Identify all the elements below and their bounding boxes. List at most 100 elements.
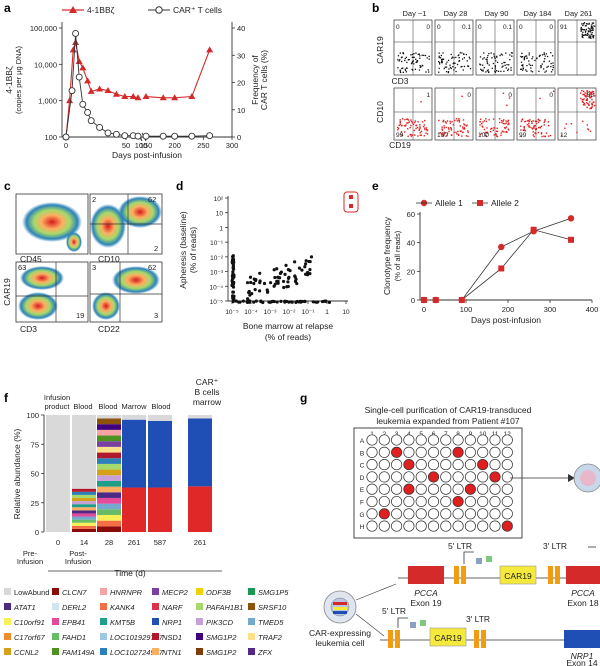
b-top-dot xyxy=(453,57,455,59)
d-point xyxy=(231,255,235,259)
a-xtick-label: 300 xyxy=(226,141,239,150)
d-point xyxy=(281,279,286,284)
b-top-dot xyxy=(462,69,464,71)
b-top-dot xyxy=(447,70,450,73)
f-legend-label: SMG1P2 xyxy=(206,633,237,642)
b-top-dot xyxy=(447,71,450,74)
g-well xyxy=(427,495,440,508)
f-legend-label: NSD1 xyxy=(162,633,182,642)
g-well xyxy=(378,446,390,458)
d-xlabel-1: Bone marrow at relapse xyxy=(243,321,334,331)
b-bottom-dot xyxy=(458,121,461,123)
g-well xyxy=(452,520,464,532)
b-top-dot xyxy=(468,56,471,58)
g-well xyxy=(391,434,403,446)
g-c1-5ltr: 5′ LTR xyxy=(448,541,472,551)
g-well xyxy=(366,483,378,495)
b-bottom-dot xyxy=(543,124,545,126)
b-top-dot xyxy=(402,52,404,54)
f-bars: 0 14 28 261 587 261 xyxy=(46,415,212,547)
g-well xyxy=(415,459,427,471)
g-well xyxy=(378,520,390,532)
b-top-dot xyxy=(426,57,428,59)
g-well xyxy=(452,495,464,508)
e-xtick-label: 100 xyxy=(460,305,473,314)
g-well xyxy=(403,446,415,458)
b-top-dot xyxy=(402,52,404,55)
f-legend-swatch xyxy=(152,603,159,610)
b-top-dot xyxy=(538,55,541,58)
d-point xyxy=(327,300,332,304)
f-bar-segment xyxy=(97,480,121,487)
b-bottom-dot xyxy=(537,126,540,129)
b-bottom-dot xyxy=(462,119,465,121)
f-bar-segment xyxy=(97,418,121,425)
g-c1-car19 xyxy=(499,565,537,585)
b-top-dot xyxy=(591,26,594,28)
b-bottom-dot xyxy=(448,130,450,133)
b-top-dot xyxy=(419,66,421,69)
a-ytick-right-label: 40 xyxy=(237,24,245,33)
g-well xyxy=(427,471,440,483)
b-bottom-dot xyxy=(528,124,530,127)
b-bottom-dot xyxy=(523,129,525,131)
a-xtick-label: 150 xyxy=(140,141,153,150)
c-label-cd3: CD3 xyxy=(20,324,37,334)
f-legend-label: ZFX xyxy=(257,648,273,657)
a-xtick-label: 250 xyxy=(197,141,210,150)
a-cart-point xyxy=(62,133,70,141)
b-top-dot xyxy=(587,27,590,29)
f-legend-swatch xyxy=(4,648,11,655)
b-bottom-dot xyxy=(501,130,504,133)
b-top-dot xyxy=(584,34,586,36)
g-well xyxy=(477,459,489,471)
d-ytick-label: 10⁻¹ xyxy=(210,240,224,247)
b-bottom-dot xyxy=(508,122,510,124)
g-well xyxy=(378,471,390,483)
g-well xyxy=(366,520,378,532)
b-top-dot xyxy=(487,54,489,57)
b-bottom-dot xyxy=(523,125,525,128)
b-bottom-dot xyxy=(410,124,412,127)
b-bottom-dot xyxy=(420,101,422,103)
d-point xyxy=(231,265,235,269)
d-point xyxy=(258,281,262,285)
b-bottom-dot xyxy=(479,124,481,126)
b-top-dot xyxy=(407,59,409,61)
b-bottom-dot xyxy=(401,134,404,136)
b-top-dot xyxy=(493,55,495,57)
b-bottom-dot xyxy=(450,129,453,131)
c-num-br-br: 3 xyxy=(154,311,158,320)
b-bottom-dot xyxy=(537,131,540,134)
b-top-dot xyxy=(438,55,440,57)
b-top-dot xyxy=(509,54,511,56)
b-bottom-dot xyxy=(456,133,458,135)
b-top-dot xyxy=(425,71,427,73)
g-well xyxy=(464,520,476,532)
f-car-header-3: marrow xyxy=(193,397,222,407)
b-top-dot xyxy=(522,64,524,66)
b-bottom-dot xyxy=(418,128,421,130)
b-bottom-dot xyxy=(418,129,420,131)
g-nucleus-band-1 xyxy=(333,602,347,605)
b-top-dot xyxy=(461,65,463,68)
e-xtick-label: 0 xyxy=(422,305,426,314)
g-c1-car19-label: CAR19 xyxy=(504,571,532,581)
b-top-dot xyxy=(452,66,454,68)
b-top-dot xyxy=(420,65,422,68)
g-plate: 123456789101112ABCDEFGH xyxy=(359,431,513,532)
b-bottom-dot xyxy=(467,131,469,134)
d-xtick-label: 10⁻⁵ xyxy=(225,309,239,316)
d-point xyxy=(231,257,235,261)
b-top-dot xyxy=(463,57,466,59)
b-top-dot xyxy=(488,71,490,74)
b-top-dot xyxy=(494,68,497,70)
b-top-dot xyxy=(438,56,440,59)
a-41bb-point xyxy=(75,57,83,64)
b-bottom-dot xyxy=(417,135,419,137)
b-bottom-dot xyxy=(462,131,464,134)
g-zoom-line-1 xyxy=(355,583,397,601)
b-top-dot xyxy=(416,60,419,62)
g-well xyxy=(501,434,513,446)
